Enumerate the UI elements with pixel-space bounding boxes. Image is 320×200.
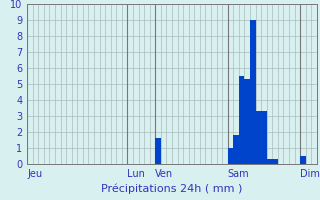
Bar [261, 111, 267, 164]
Bar [244, 79, 250, 164]
Bar [228, 148, 233, 164]
Bar [155, 138, 161, 164]
Bar [272, 159, 278, 164]
Bar [239, 76, 244, 164]
Bar [300, 156, 306, 164]
X-axis label: Précipitations 24h ( mm ): Précipitations 24h ( mm ) [101, 183, 243, 194]
Bar [250, 20, 256, 164]
Bar [256, 111, 261, 164]
Bar [233, 135, 239, 164]
Bar [267, 159, 272, 164]
